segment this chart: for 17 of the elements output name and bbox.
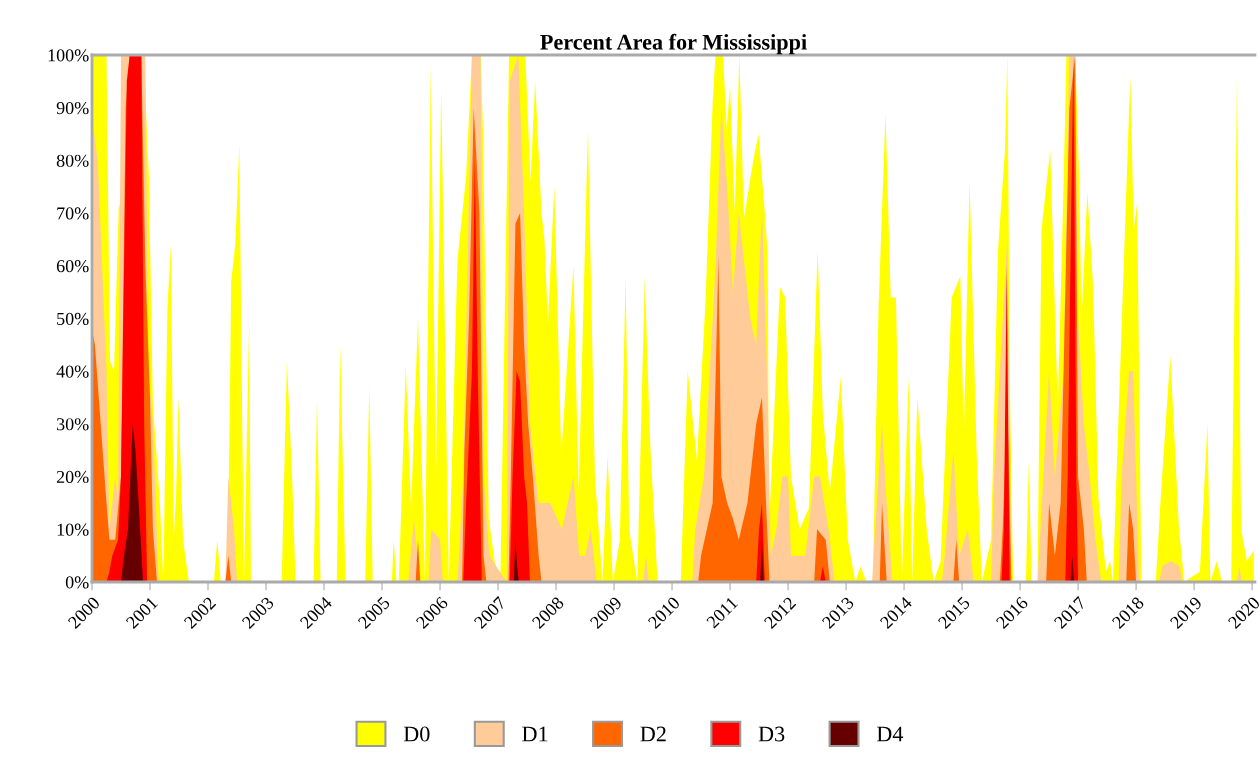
legend-label: D4 [876, 726, 904, 742]
y-tick-label: 10% [57, 523, 89, 536]
y-tick-label: 80% [56, 154, 89, 167]
y-tick-label: 70% [57, 207, 89, 220]
y-tick-label: 30% [56, 418, 89, 431]
legend-label: D0 [403, 726, 430, 742]
chart-title: Percent Area for Mississippi [540, 33, 807, 55]
y-tick-label: 100% [48, 49, 89, 62]
y-tick-label: 40% [56, 365, 89, 378]
y-tick-label: 90% [56, 101, 89, 115]
legend-label: D1 [522, 726, 548, 742]
legend-label: D2 [640, 726, 666, 742]
y-tick-label: 20% [56, 470, 89, 484]
legend-label: D3 [758, 726, 785, 742]
y-tick-label: 60% [56, 260, 89, 273]
y-tick-label: 0% [65, 576, 89, 589]
y-tick-label: 50% [57, 312, 89, 325]
